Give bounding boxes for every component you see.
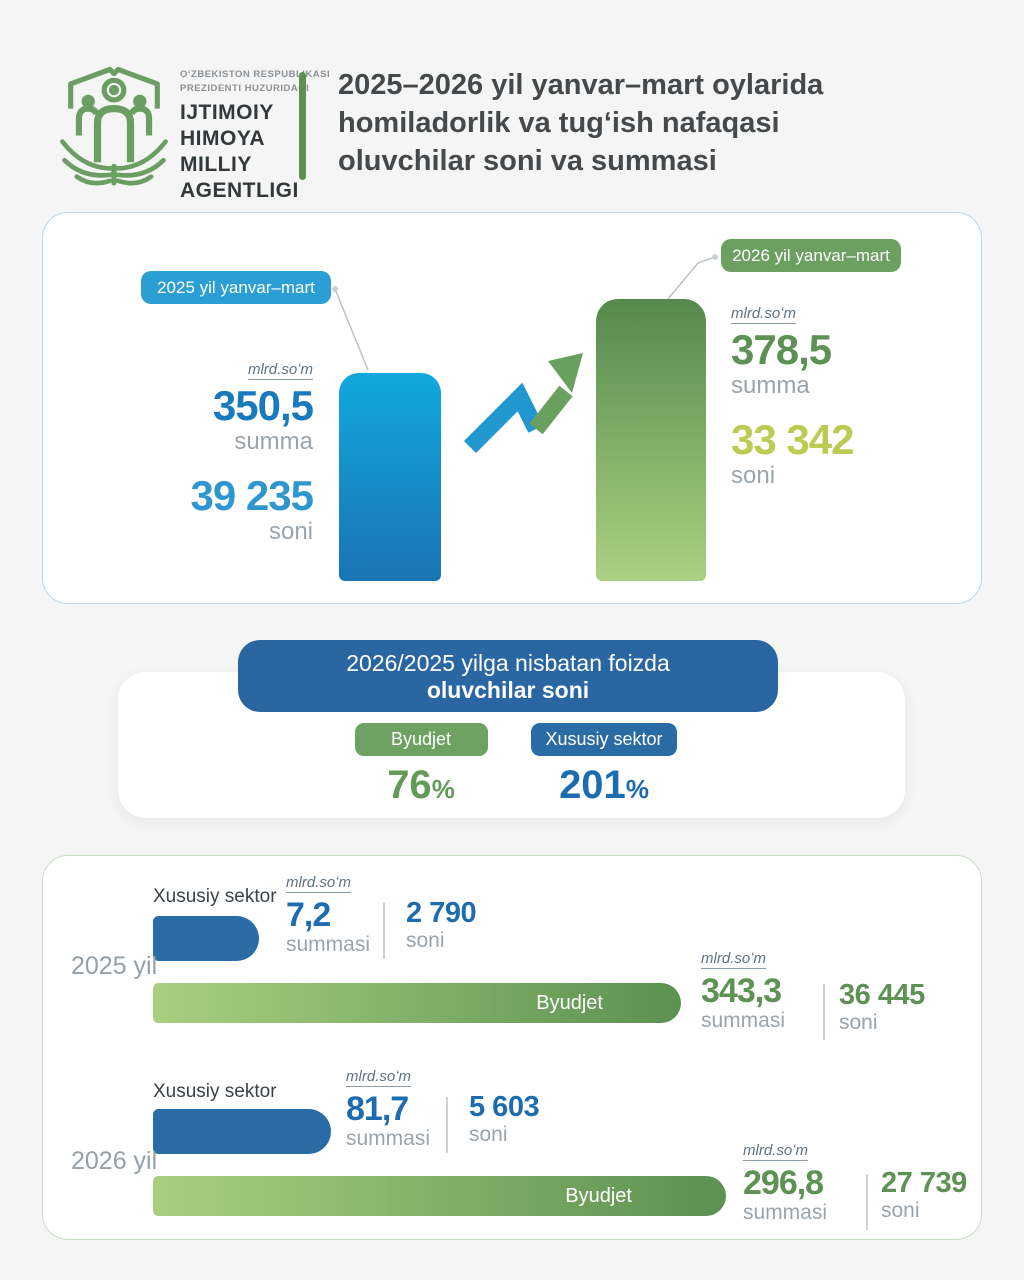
xususiy-percent-value: 201 <box>559 763 626 807</box>
unit-label: mlrd.soʻm <box>701 950 767 969</box>
badge-2026-period: 2026 yil yanvar–mart <box>721 239 901 272</box>
summa-value-2025: 350,5 <box>212 382 314 429</box>
byudjet-percent-value: 76 <box>387 763 432 807</box>
org-subtitle: OʻZBEKISTON RESPUBLIKASI PREZIDENTI HUZU… <box>180 68 330 96</box>
soni-label: soni <box>881 1199 920 1222</box>
budget-soni-2026-block: 27 739 soni <box>881 1168 967 1223</box>
agency-name-line: MILLIY <box>180 153 252 176</box>
top-chart-card: 2025 yil yanvar–mart 2026 yil yanvar–mar… <box>42 212 982 604</box>
trend-up-arrow-icon <box>463 353 583 454</box>
budget-soni-2026: 27 739 <box>881 1167 967 1199</box>
private-soni-2026: 5 603 <box>469 1091 540 1123</box>
divider <box>383 903 385 959</box>
divider <box>446 1097 448 1153</box>
budget-bar-label: Byudjet <box>565 1184 632 1207</box>
budget-soni-2025-block: 36 445 soni <box>839 980 925 1035</box>
org-subtitle-line1: OʻZBEKISTON RESPUBLIKASI <box>180 69 331 80</box>
private-sector-label-2026: Xususiy sektor <box>153 1081 277 1102</box>
org-subtitle-line2: PREZIDENTI HUZURIDAGI <box>180 83 310 94</box>
divider <box>866 1174 868 1230</box>
percent-sign: % <box>625 774 649 804</box>
private-bar-2026 <box>153 1109 331 1154</box>
summa-value-2026: 378,5 <box>731 326 832 373</box>
unit-label: mlrd.soʻm <box>731 305 797 324</box>
soni-label: soni <box>839 1011 878 1034</box>
budget-bar-label: Byudjet <box>536 991 603 1014</box>
summasi-label: summasi <box>286 933 371 956</box>
year-label-2025: 2025 yil <box>71 952 158 980</box>
soni-value-2026: 33 342 <box>731 416 854 463</box>
soni-label: soni <box>731 462 776 489</box>
banner-line1: 2026/2025 yilga nisbatan foizda <box>346 650 670 676</box>
year-label-2026: 2026 yil <box>71 1147 158 1175</box>
budget-stats-2025: mlrd.soʻm 343,3 summasi <box>701 950 785 1033</box>
percent-item-byudjet: Byudjet 76% <box>336 723 506 810</box>
summa-label: summa <box>234 428 313 455</box>
summasi-label: summasi <box>346 1127 431 1150</box>
private-summa-2025: 7,2 <box>286 896 331 934</box>
page-title: 2025–2026 yil yanvar–mart oylarida homil… <box>338 69 824 177</box>
budget-soni-2025: 36 445 <box>839 979 925 1011</box>
budget-bar-2026: Byudjet <box>153 1176 726 1216</box>
summa-label: summa <box>731 372 810 399</box>
private-soni-2025: 2 790 <box>406 897 477 929</box>
summasi-label: summasi <box>743 1201 828 1224</box>
private-sector-label-2025: Xususiy sektor <box>153 886 277 907</box>
private-bar-2025 <box>153 916 259 961</box>
unit-label: mlrd.soʻm <box>346 1068 412 1087</box>
private-soni-2025-block: 2 790 soni <box>406 897 477 953</box>
summasi-label: summasi <box>701 1009 786 1032</box>
badge-2025-period: 2025 yil yanvar–mart <box>141 271 331 304</box>
header-divider <box>299 72 306 180</box>
soni-label: soni <box>469 1123 508 1146</box>
agency-name-line: IJTIMOIY <box>180 101 274 124</box>
budget-summa-2025: 343,3 <box>701 972 782 1010</box>
soni-value-2025: 39 235 <box>190 472 314 519</box>
agency-name: IJTIMOIY HIMOYA MILLIY AGENTLIGI <box>180 100 299 204</box>
stats-2025: mlrd.soʻm 350,5 summa 39 235 soni <box>99 361 314 546</box>
divider <box>823 984 825 1040</box>
stats-2026: mlrd.soʻm 378,5 summa 33 342 soni <box>731 305 961 490</box>
xususiy-percent: 201% <box>519 764 689 810</box>
banner-line2: oluvchilar soni <box>426 677 590 703</box>
soni-label: soni <box>268 518 313 545</box>
budget-stats-2026: mlrd.soʻm 296,8 summasi <box>743 1142 827 1225</box>
agency-name-line: HIMOYA <box>180 127 266 150</box>
bar-2025 <box>339 373 441 581</box>
bar-2026 <box>596 299 706 581</box>
agency-logo-icon <box>60 66 168 186</box>
budget-bar-2025: Byudjet <box>153 983 681 1023</box>
soni-label: soni <box>406 929 445 952</box>
byudjet-percent: 76% <box>336 764 506 810</box>
private-stats-2025: mlrd.soʻm 7,2 summasi <box>286 874 370 957</box>
byudjet-badge: Byudjet <box>354 723 488 756</box>
private-summa-2026: 81,7 <box>346 1090 409 1128</box>
percent-item-xususiy: Xususiy sektor 201% <box>519 723 689 810</box>
private-stats-2026: mlrd.soʻm 81,7 summasi <box>346 1068 430 1151</box>
percent-banner: 2026/2025 yilga nisbatan foizda oluvchil… <box>238 640 778 712</box>
unit-label: mlrd.soʻm <box>743 1142 809 1161</box>
agency-name-line: AGENTLIGI <box>180 179 299 202</box>
xususiy-sektor-badge: Xususiy sektor <box>531 723 677 756</box>
private-soni-2026-block: 5 603 soni <box>469 1091 540 1147</box>
percent-sign: % <box>431 774 455 804</box>
unit-label: mlrd.soʻm <box>286 874 352 893</box>
unit-label: mlrd.soʻm <box>247 361 313 380</box>
bottom-chart-card: Xususiy sektor mlrd.soʻm 7,2 summasi 2 7… <box>42 855 982 1240</box>
budget-summa-2026: 296,8 <box>743 1164 824 1202</box>
